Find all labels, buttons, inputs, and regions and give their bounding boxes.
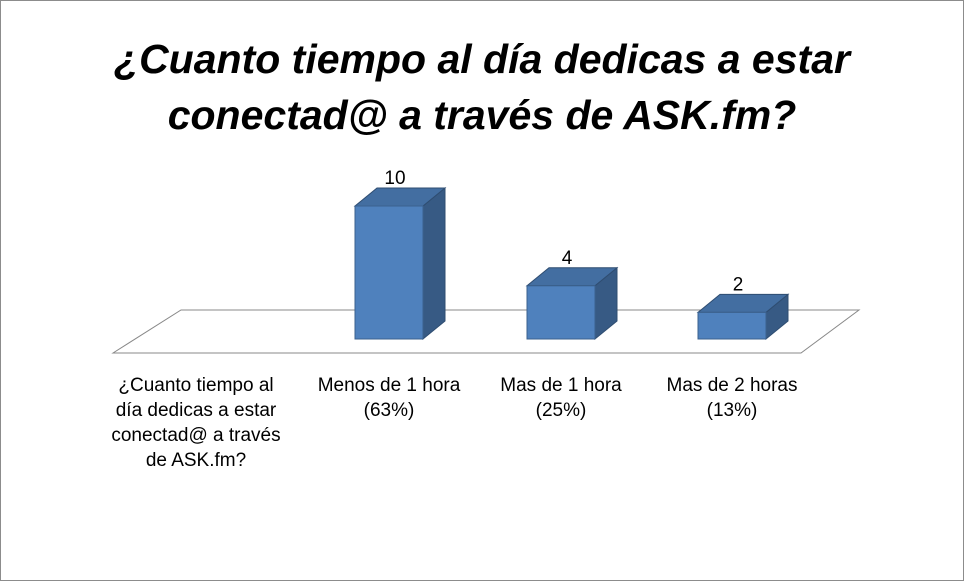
bar — [526, 285, 596, 340]
bar — [697, 311, 767, 340]
floor — [111, 309, 861, 354]
x-tick-label: Mas de 2 horas (13%) — [666, 375, 798, 421]
x-tick-label: Mas de 1 hora (25%) — [500, 375, 622, 421]
data-label: 2 — [733, 274, 744, 295]
data-label: 10 — [384, 168, 405, 189]
x-tick-label: Menos de 1 hora (63%) — [317, 375, 461, 421]
x-tick-label: ¿Cuanto tiempo al día dedicas a estar co… — [111, 375, 281, 471]
bar — [354, 205, 424, 340]
data-label: 4 — [562, 248, 573, 269]
chart-title: ¿Cuanto tiempo al día dedicas a estar co… — [114, 36, 850, 138]
bar-side — [422, 186, 446, 341]
